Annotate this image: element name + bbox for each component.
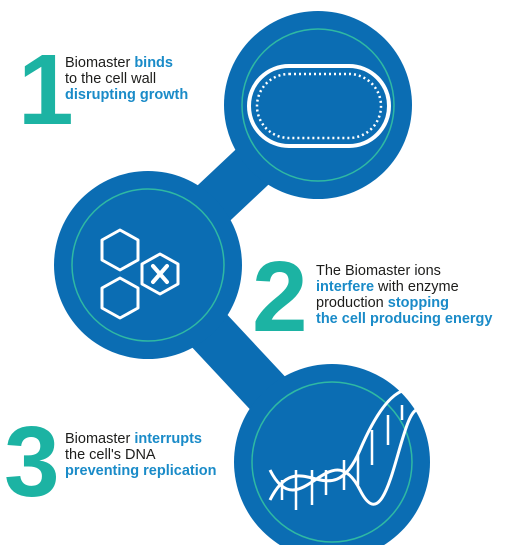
text: Biomaster xyxy=(65,55,134,71)
text: Biomaster xyxy=(65,431,134,447)
emphasis: interfere xyxy=(316,279,374,295)
infographic: 1Biomaster bindsto the cell walldisrupti… xyxy=(0,0,520,545)
emphasis: preventing replication xyxy=(65,463,216,479)
emphasis: binds xyxy=(134,55,173,71)
text-line: to the cell wall xyxy=(65,71,188,87)
text-line: the cell producing energy xyxy=(316,311,492,327)
text-line: production stopping xyxy=(316,295,492,311)
text-line: Biomaster binds xyxy=(65,55,188,71)
emphasis: the cell producing energy xyxy=(316,311,492,327)
emphasis: interrupts xyxy=(134,431,202,447)
text-line: The Biomaster ions xyxy=(316,263,492,279)
emphasis: disrupting growth xyxy=(65,87,188,103)
text-line: the cell's DNA xyxy=(65,447,216,463)
step-number: 3 xyxy=(4,412,60,512)
text-line: interfere with enzyme xyxy=(316,279,492,295)
text-line: disrupting growth xyxy=(65,87,188,103)
emphasis: stopping xyxy=(388,295,449,311)
text-line: preventing replication xyxy=(65,463,216,479)
text: to the cell wall xyxy=(65,71,156,87)
text: the cell's DNA xyxy=(65,447,156,463)
text: production xyxy=(316,295,388,311)
text: The Biomaster ions xyxy=(316,263,441,279)
step-number: 2 xyxy=(252,247,308,347)
text-line: Biomaster interrupts xyxy=(65,431,216,447)
text: with enzyme xyxy=(374,279,459,295)
